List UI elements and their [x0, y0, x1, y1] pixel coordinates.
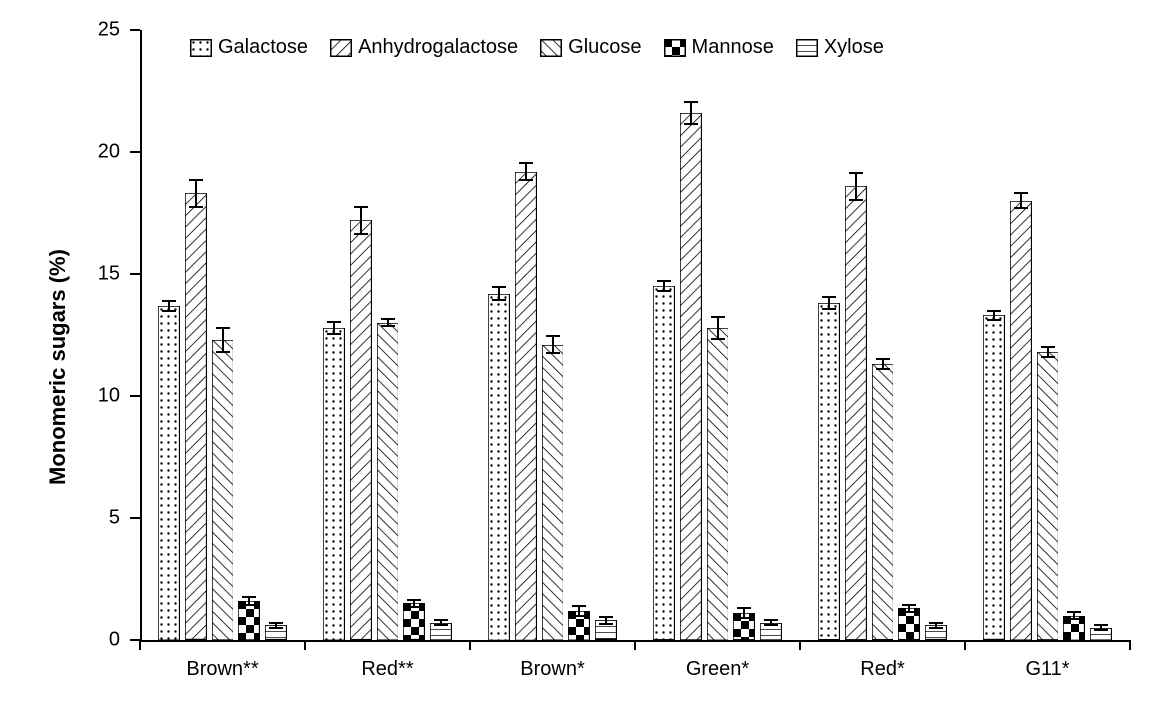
legend-item-xylose: Xylose	[796, 36, 884, 59]
x-tick-label: Red*	[860, 658, 904, 681]
legend: Galactose Anhydrogalactose Glucose Mannose X…	[190, 36, 884, 59]
bar-galactose	[158, 306, 180, 640]
x-tick-label: Red**	[361, 658, 413, 681]
bar-glucose	[872, 364, 894, 640]
bar-glucose	[1037, 352, 1059, 640]
bar-anhydrogalactose	[1010, 201, 1032, 640]
legend-item-anhydrogalactose: Anhydrogalactose	[330, 36, 518, 59]
bar-anhydrogalactose	[845, 186, 867, 640]
legend-swatch-icon	[664, 39, 686, 57]
bar-anhydrogalactose	[680, 113, 702, 640]
y-tick-label: 25	[0, 19, 120, 42]
x-tick-label: G11*	[1025, 658, 1069, 681]
legend-item-galactose: Galactose	[190, 36, 308, 59]
bar-galactose	[653, 286, 675, 640]
x-tick-label: Brown*	[520, 658, 584, 681]
x-tick-label: Green*	[686, 658, 749, 681]
bar-galactose	[983, 315, 1005, 640]
bar-galactose	[818, 303, 840, 640]
bar-glucose	[212, 340, 234, 640]
bar-galactose	[488, 294, 510, 640]
legend-swatch-icon	[190, 39, 212, 57]
legend-swatch-icon	[540, 39, 562, 57]
x-tick-label: Brown**	[186, 658, 258, 681]
legend-label: Anhydrogalactose	[358, 36, 518, 59]
bar-glucose	[377, 323, 399, 640]
y-axis-label: Monomeric sugars (%)	[45, 249, 71, 485]
legend-label: Xylose	[824, 36, 884, 59]
legend-label: Mannose	[692, 36, 774, 59]
legend-swatch-icon	[330, 39, 352, 57]
bar-glucose	[542, 345, 564, 640]
bar-mannose	[238, 601, 260, 640]
bar-anhydrogalactose	[515, 172, 537, 640]
legend-label: Galactose	[218, 36, 308, 59]
legend-swatch-icon	[796, 39, 818, 57]
legend-label: Glucose	[568, 36, 641, 59]
bar-anhydrogalactose	[350, 220, 372, 640]
bar-mannose	[898, 608, 920, 640]
bar-galactose	[323, 328, 345, 640]
y-tick-label: 20	[0, 141, 120, 164]
monomeric-sugars-bar-chart: 0510152025Monomeric sugars (%)Brown**Red…	[0, 0, 1168, 707]
y-tick-label: 0	[0, 629, 120, 652]
y-tick-label: 5	[0, 507, 120, 530]
bar-glucose	[707, 328, 729, 640]
legend-item-glucose: Glucose	[540, 36, 641, 59]
legend-item-mannose: Mannose	[664, 36, 774, 59]
bar-anhydrogalactose	[185, 193, 207, 640]
bar-mannose	[403, 603, 425, 640]
